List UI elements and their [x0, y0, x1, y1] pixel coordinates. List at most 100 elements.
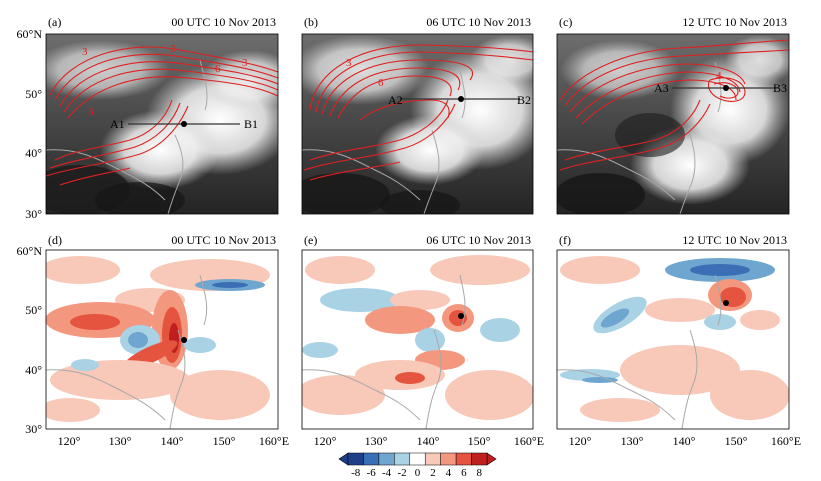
y-tick: 40° — [25, 146, 42, 160]
x-tick: 140° — [673, 434, 696, 448]
colorbar-cell — [347, 452, 364, 466]
panel-f-coastline — [557, 274, 722, 429]
colorbar-label: 0 — [415, 467, 421, 479]
colorbar-label: 8 — [477, 467, 483, 479]
panel-d-time: 00 UTC 10 Nov 2013 — [171, 233, 276, 247]
panel-d-coastline — [46, 274, 208, 429]
panel-a-contours — [46, 46, 278, 186]
x-tick: 160°E — [259, 434, 289, 448]
panel-b-clouds — [302, 35, 533, 214]
y-tick: 60°N — [17, 27, 43, 41]
panel-b-time: 06 UTC 10 Nov 2013 — [426, 15, 531, 29]
y-tick: 30° — [25, 422, 42, 436]
panel-a-contour-label: 3 — [82, 46, 88, 58]
colorbar-cell — [409, 452, 426, 466]
y-tick: 50° — [25, 87, 42, 101]
panel-b: (b) 06 UTC 10 Nov 2013 A2 B2 3 6 — [301, 15, 534, 215]
panel-a: (a) 00 UTC 10 Nov 2013 A1 B1 3 3 6 3 3 — [45, 15, 279, 215]
panel-b-contours — [303, 44, 533, 181]
panel-a-point-b1: B1 — [244, 117, 258, 131]
panel-a-contour-label: 3 — [242, 57, 248, 69]
panel-a-label: (a) — [48, 15, 61, 29]
panel-b-label: (b) — [304, 15, 318, 29]
colorbar-cell — [378, 452, 395, 466]
panel-b-point-b2: B2 — [517, 93, 531, 107]
x-tick: 140° — [417, 434, 440, 448]
colorbar-label: 4 — [446, 467, 452, 479]
panel-b-coastline — [302, 69, 466, 214]
colorbar-cell — [394, 452, 411, 466]
panel-c-point-b3: B3 — [773, 81, 787, 95]
panel-c-clouds — [557, 35, 789, 214]
panel-b-contour-label: 6 — [378, 77, 384, 89]
x-tick: 130° — [365, 434, 388, 448]
panel-c-label: (c) — [559, 15, 572, 29]
colorbar-label: -8 — [351, 467, 361, 479]
colorbar-label: 6 — [461, 467, 467, 479]
panel-d-label: (d) — [48, 233, 62, 247]
panel-a-time: 00 UTC 10 Nov 2013 — [171, 15, 276, 29]
x-axis-right: 120° 130° 140° 150° 160°E — [569, 434, 801, 448]
panel-b-point-a2: A2 — [388, 93, 403, 107]
x-tick: 140° — [161, 434, 184, 448]
x-tick: 120° — [314, 434, 337, 448]
panel-f-time: 12 UTC 10 Nov 2013 — [682, 233, 787, 247]
panel-c-time: 12 UTC 10 Nov 2013 — [682, 15, 787, 29]
y-tick: 60°N — [17, 244, 43, 258]
panel-f-cyclone-center — [723, 300, 729, 306]
y-tick: 50° — [25, 303, 42, 317]
colorbar-arrow-left — [338, 452, 349, 466]
panel-e-time: 06 UTC 10 Nov 2013 — [426, 233, 531, 247]
panel-d-frame — [45, 249, 279, 430]
panel-b-cyclone-center — [458, 96, 464, 102]
y-tick: 40° — [25, 363, 42, 377]
colorbar-arrow-right — [486, 452, 497, 466]
x-tick: 160°E — [514, 434, 544, 448]
colorbar-cell — [455, 452, 472, 466]
y-tick: 30° — [25, 207, 42, 221]
x-tick: 160°E — [771, 434, 801, 448]
panel-a-contour-label: 3 — [170, 43, 176, 55]
panel-e-cyclone-center — [458, 313, 464, 319]
panel-c: (c) 12 UTC 10 Nov 2013 A3 B3 4 — [556, 15, 790, 215]
x-tick: 150° — [725, 434, 748, 448]
colorbar-cell — [363, 452, 380, 466]
panel-e: (e) 06 UTC 10 Nov 2013 — [301, 233, 534, 430]
panel-c-contour-label: 4 — [716, 70, 722, 82]
panel-e-coastline — [302, 274, 466, 429]
y-axis-bottom: 60°N 50° 40° 30° — [17, 244, 43, 436]
x-axis-left: 120° 130° 140° 150° 160°E — [58, 434, 289, 448]
panel-f-label: (f) — [559, 233, 571, 247]
panel-a-contour-label: 3 — [88, 106, 94, 118]
colorbar: -8 -6 -4 -2 0 2 4 6 8 — [338, 452, 497, 479]
x-tick: 130° — [109, 434, 132, 448]
x-tick: 120° — [569, 434, 592, 448]
x-tick: 150° — [468, 434, 491, 448]
panel-a-contour-label: 6 — [215, 63, 221, 75]
y-axis-top: 60°N 50° 40° 30° — [17, 27, 43, 221]
x-tick: 120° — [58, 434, 81, 448]
colorbar-cell — [471, 452, 488, 466]
colorbar-label: -4 — [382, 467, 392, 479]
colorbar-label: -6 — [367, 467, 377, 479]
colorbar-label: 2 — [430, 467, 436, 479]
x-tick: 130° — [621, 434, 644, 448]
panel-f: (f) 12 UTC 10 Nov 2013 — [556, 233, 790, 430]
colorbar-cell — [424, 452, 441, 466]
colorbar-cell — [440, 452, 457, 466]
panel-c-contours — [559, 39, 789, 171]
panel-d-shading — [46, 256, 270, 422]
panel-c-frame — [556, 33, 790, 215]
panel-a-cyclone-center — [181, 121, 187, 127]
x-axis-middle: 120° 130° 140° 150° 160°E — [314, 434, 544, 448]
panel-b-contour-label: 3 — [346, 57, 352, 69]
panel-a-point-a1: A1 — [110, 117, 125, 131]
panel-f-frame — [556, 249, 790, 430]
x-tick: 150° — [213, 434, 236, 448]
panel-d: (d) 00 UTC 10 Nov 2013 — [45, 233, 279, 430]
panel-e-frame — [301, 249, 534, 430]
panel-b-frame — [301, 33, 534, 215]
panel-c-cyclone-center — [723, 85, 729, 91]
panel-a-frame — [45, 33, 279, 215]
